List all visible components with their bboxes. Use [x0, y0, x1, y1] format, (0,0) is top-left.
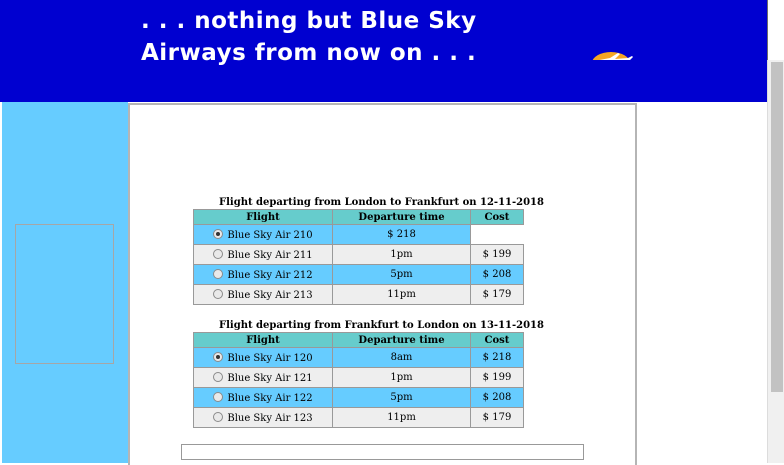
cost: [470, 224, 524, 245]
column-header-flight: Flight: [193, 332, 333, 348]
cost: $ 199: [470, 367, 524, 388]
table-row[interactable]: Blue Sky Air 122 5pm $ 208: [193, 387, 524, 408]
table-row[interactable]: Blue Sky Air 213 11pm $ 179: [193, 284, 524, 305]
column-header-cost: Cost: [470, 332, 524, 348]
flight-cell: Blue Sky Air 212: [193, 264, 333, 285]
header-banner: . . . nothing but Blue Sky Airways from …: [0, 0, 768, 102]
outbound-flights-table: Flight Departure time Cost Blue Sky Air …: [193, 209, 524, 305]
cost: $ 179: [470, 407, 524, 428]
flight-name: Blue Sky Air 120: [227, 352, 313, 364]
departure-time: 1pm: [332, 244, 471, 265]
table-row[interactable]: Blue Sky Air 212 5pm $ 208: [193, 264, 524, 285]
flight-cell: Blue Sky Air 210: [193, 224, 333, 245]
banner-tagline: . . . nothing but Blue Sky Airways from …: [141, 8, 477, 66]
flight-name: Blue Sky Air 123: [227, 412, 313, 424]
departure-time: $ 218: [332, 224, 471, 245]
flight-cell: Blue Sky Air 213: [193, 284, 333, 305]
table-header-row: Flight Departure time Cost: [193, 209, 524, 225]
scrollbar-thumb[interactable]: [771, 62, 783, 392]
airline-logo-icon: [588, 48, 648, 60]
departure-time: 1pm: [332, 367, 471, 388]
cost: $ 208: [470, 387, 524, 408]
flight-radio-213[interactable]: [213, 288, 224, 299]
cost: $ 218: [470, 347, 524, 368]
flight-name: Blue Sky Air 211: [227, 249, 313, 261]
flight-cell: Blue Sky Air 123: [193, 407, 333, 428]
flight-radio-120[interactable]: [213, 351, 224, 362]
column-header-cost: Cost: [470, 209, 524, 225]
departure-time: 5pm: [332, 387, 471, 408]
return-caption: Flight departing from Frankfurt to Londo…: [219, 320, 544, 331]
flight-radio-122[interactable]: [213, 391, 224, 402]
flight-radio-212[interactable]: [213, 268, 224, 279]
flight-radio-211[interactable]: [213, 248, 224, 259]
table-row[interactable]: Blue Sky Air 123 11pm $ 179: [193, 407, 524, 428]
flight-cell: Blue Sky Air 211: [193, 244, 333, 265]
flight-cell: Blue Sky Air 122: [193, 387, 333, 408]
submit-area[interactable]: [181, 444, 584, 460]
flight-radio-123[interactable]: [213, 411, 224, 422]
vertical-scrollbar[interactable]: [767, 60, 784, 463]
left-sidebar: [2, 102, 128, 463]
column-header-departure: Departure time: [332, 332, 471, 348]
departure-time: 11pm: [332, 407, 471, 428]
flight-radio-210[interactable]: [213, 228, 224, 239]
departure-time: 11pm: [332, 284, 471, 305]
table-header-row: Flight Departure time Cost: [193, 332, 524, 348]
outbound-caption: Flight departing from London to Frankfur…: [219, 197, 544, 208]
departure-time: 8am: [332, 347, 471, 368]
table-row[interactable]: Blue Sky Air 210 $ 218: [193, 224, 524, 245]
flight-name: Blue Sky Air 213: [227, 289, 313, 301]
cost: $ 208: [470, 264, 524, 285]
flight-cell: Blue Sky Air 120: [193, 347, 333, 368]
column-header-departure: Departure time: [332, 209, 471, 225]
flight-name: Blue Sky Air 122: [227, 392, 313, 404]
table-row[interactable]: Blue Sky Air 211 1pm $ 199: [193, 244, 524, 265]
flight-name: Blue Sky Air 121: [227, 372, 313, 384]
table-row[interactable]: Blue Sky Air 120 8am $ 218: [193, 347, 524, 368]
sidebar-panel: [15, 224, 114, 364]
column-header-flight: Flight: [193, 209, 333, 225]
departure-time: 5pm: [332, 264, 471, 285]
cost: $ 199: [470, 244, 524, 265]
return-flights-table: Flight Departure time Cost Blue Sky Air …: [193, 332, 524, 428]
flight-name: Blue Sky Air 210: [227, 229, 313, 241]
table-row[interactable]: Blue Sky Air 121 1pm $ 199: [193, 367, 524, 388]
flight-radio-121[interactable]: [213, 371, 224, 382]
flight-cell: Blue Sky Air 121: [193, 367, 333, 388]
cost: $ 179: [470, 284, 524, 305]
flight-name: Blue Sky Air 212: [227, 269, 313, 281]
